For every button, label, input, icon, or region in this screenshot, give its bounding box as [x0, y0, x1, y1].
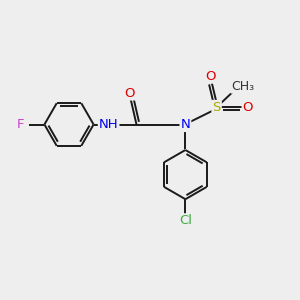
- Text: S: S: [212, 101, 221, 114]
- Text: F: F: [17, 118, 25, 131]
- Text: N: N: [181, 118, 190, 131]
- Text: CH₃: CH₃: [231, 80, 255, 93]
- Text: NH: NH: [99, 118, 118, 131]
- Text: Cl: Cl: [179, 214, 192, 227]
- Text: O: O: [242, 101, 253, 114]
- Text: O: O: [206, 70, 216, 83]
- Text: O: O: [125, 86, 135, 100]
